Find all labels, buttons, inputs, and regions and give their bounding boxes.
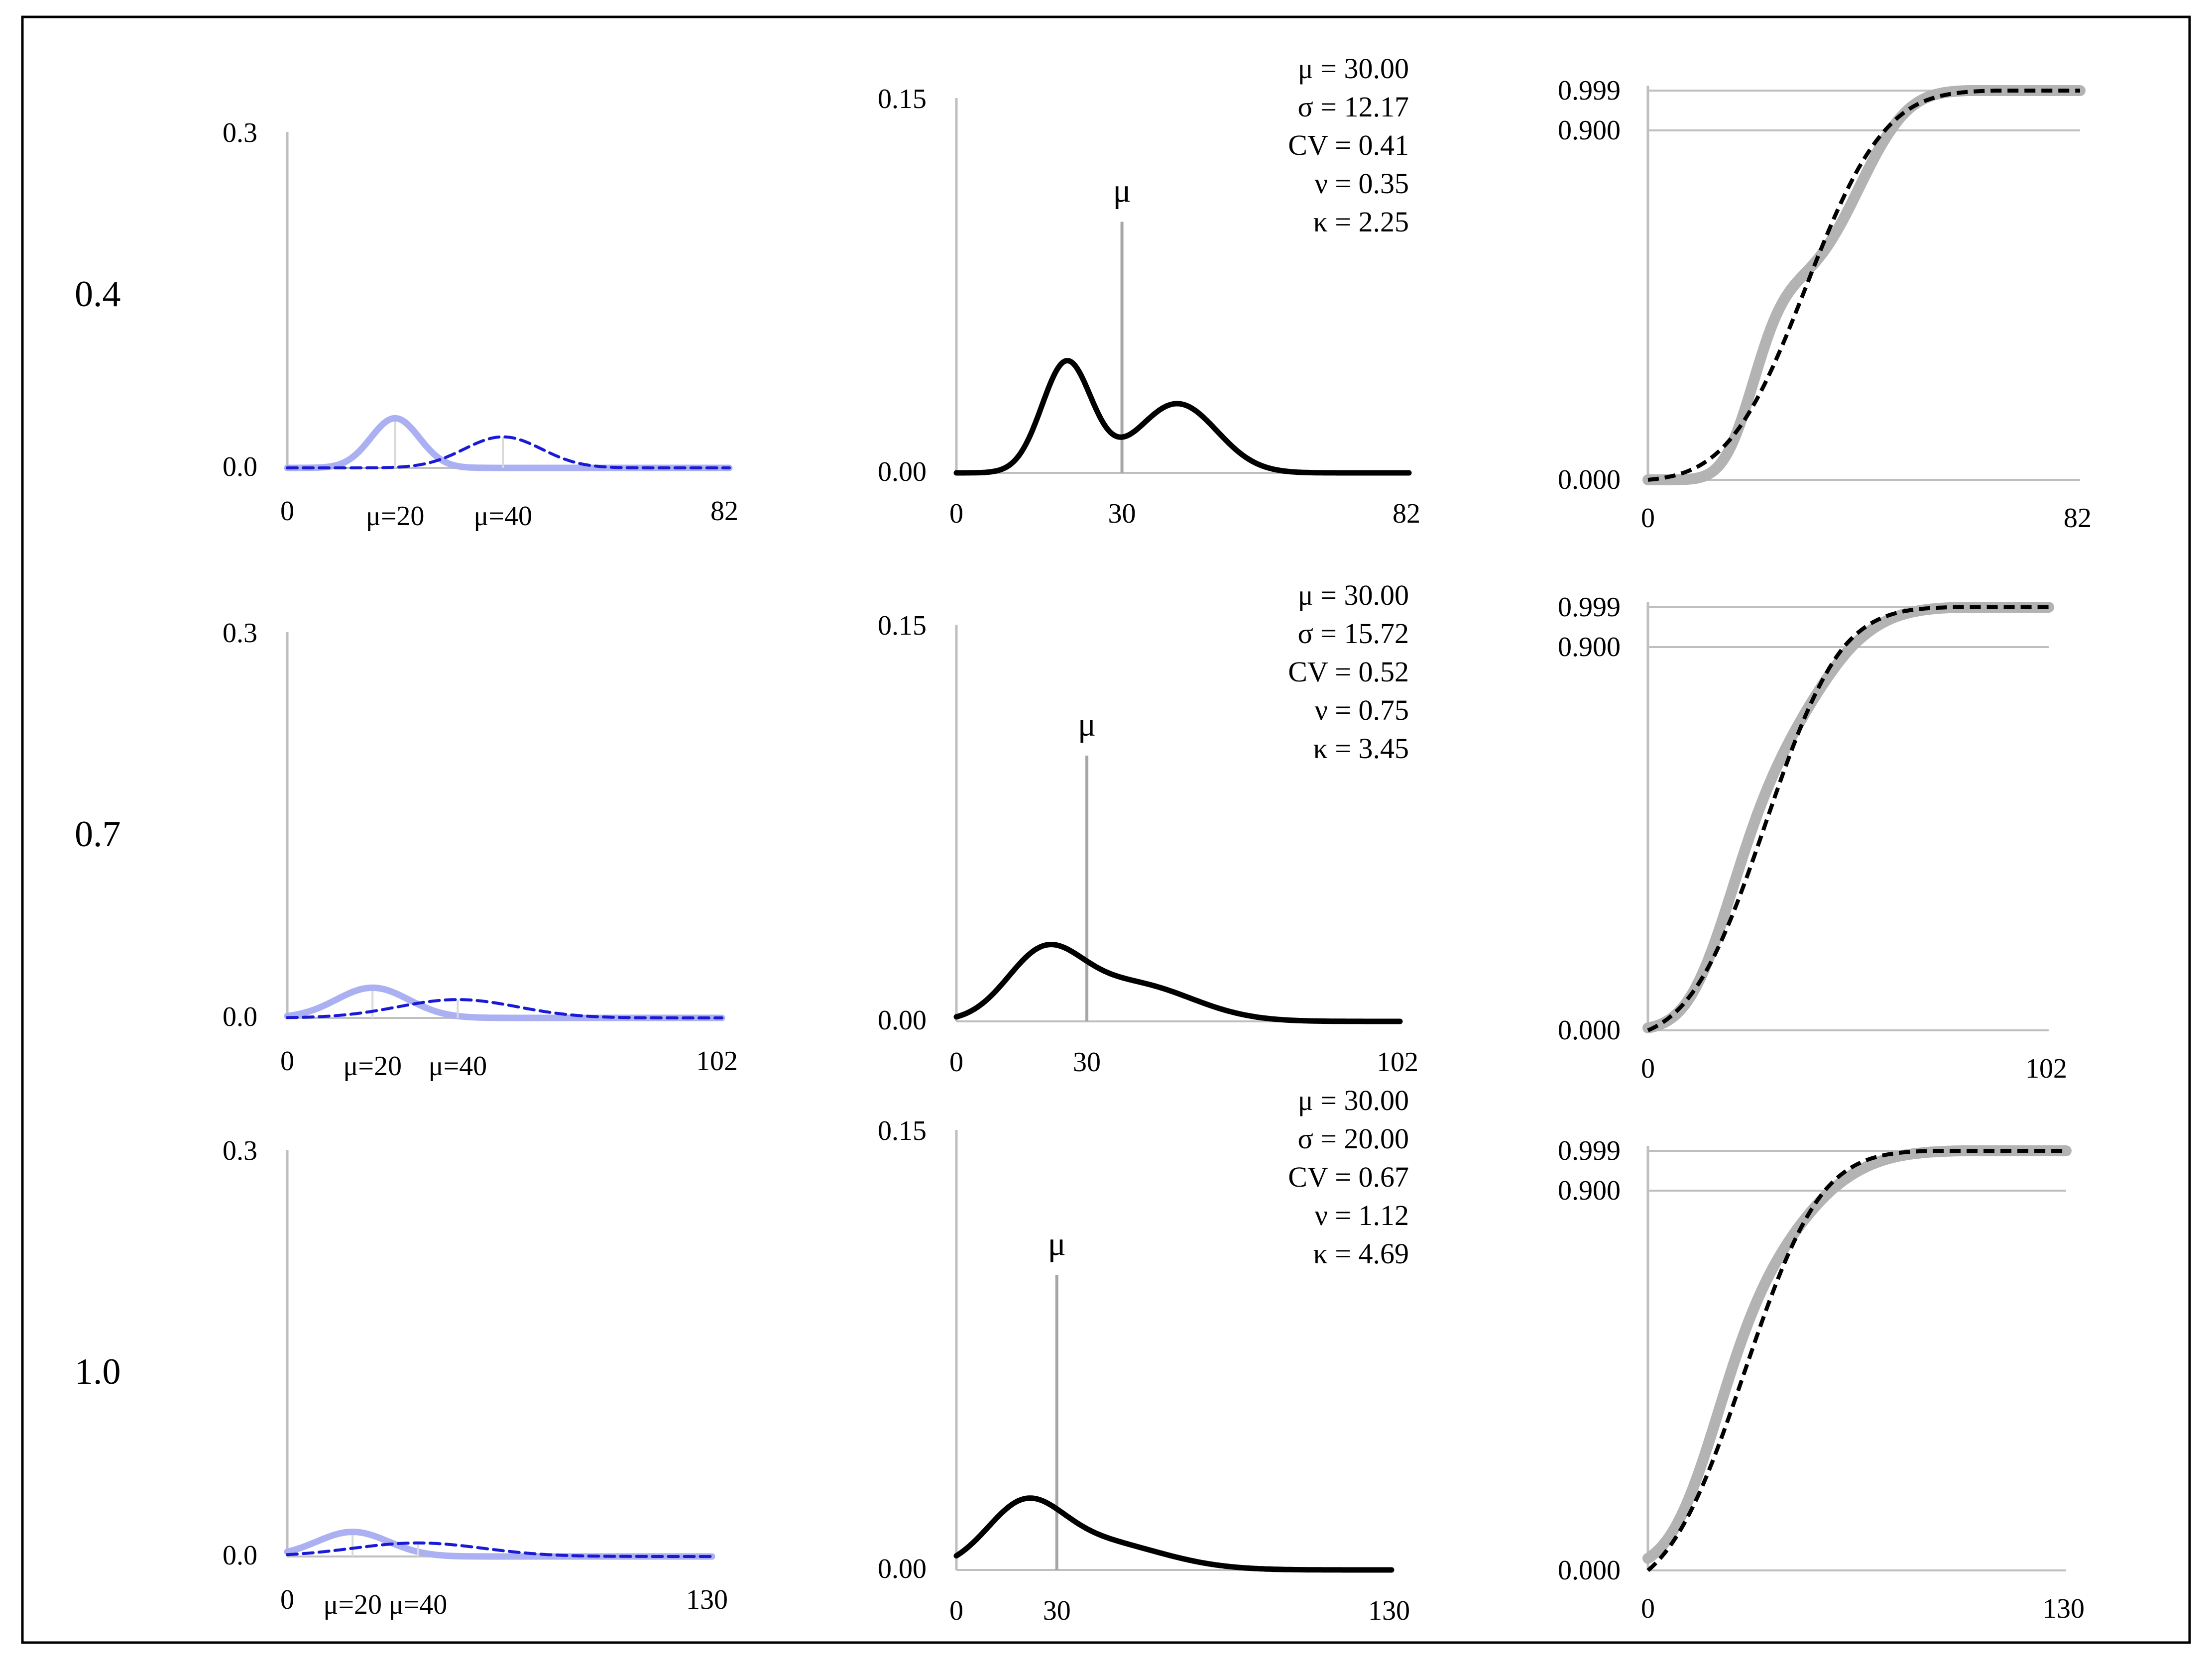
component-mean-label: μ=20 [366,501,425,532]
x-max-tick-label: 82 [710,496,738,527]
cdf-panel: 0.999 0.900 0.000 0 130 [1558,1135,2085,1624]
x-mean-tick-label: 30 [1108,498,1136,529]
stat-3: CV = 0.41 [1288,129,1409,161]
component-mean-label: μ=20 [323,1589,382,1620]
y-tick-label: 0.000 [1558,1015,1621,1046]
row-label: 1.0 [75,1351,121,1392]
y-tick-label: 0.000 [1558,1555,1621,1586]
component-mean-label: μ=40 [473,501,532,532]
x-mean-tick-label: 30 [1073,1047,1101,1078]
stat-3: CV = 0.52 [1288,656,1409,688]
x-min-tick-label: 0 [280,496,294,527]
stat-2: σ = 15.72 [1298,617,1409,650]
y-tick-label: 0.999 [1558,1135,1621,1166]
stat-5: κ = 2.25 [1313,206,1409,238]
y-tick-label: 0.000 [1558,464,1621,495]
stat-3: CV = 0.67 [1288,1161,1409,1193]
mixture-panel: 0.15 0.00 0 30 102 μ μ = 30.00 σ = 15.72 CV = 0.… [878,579,1418,1078]
x-max-tick-label: 102 [696,1046,738,1077]
y-min-tick-label: 0.00 [878,1005,927,1036]
cdf-panel: 0.999 0.900 0.000 0 82 [1558,75,2092,534]
components-panel: 0.3 0.0 0 102 μ=20 μ=40 [223,618,738,1082]
stat-1: μ = 30.00 [1298,52,1409,85]
cdf-dashed-curve [1646,1149,2067,1572]
stat-4: ν = 0.35 [1315,167,1409,200]
component-curve-light [284,984,725,1021]
stat-2: σ = 12.17 [1298,91,1409,123]
x-min-tick-label: 0 [280,1584,294,1615]
component-mean-label: μ=40 [429,1051,487,1082]
x-max-tick-label: 102 [2025,1053,2067,1084]
mixture-curve [953,1495,1395,1573]
y-min-tick-label: 0.00 [878,456,927,487]
x-min-tick-label: 0 [949,1047,963,1078]
mixture-curve [953,942,1403,1024]
y-tick-label: 0.900 [1558,632,1621,663]
cdf-gray-band [1642,1145,2072,1564]
y-tick-label: 0.900 [1558,115,1621,146]
y-min-tick-label: 0.00 [878,1553,927,1584]
stat-1: μ = 30.00 [1298,579,1409,611]
components-panel: 0.3 0.0 0 130 μ=20 μ=40 [223,1135,728,1620]
mean-marker-label: μ [1078,705,1096,743]
mixture-panel: 0.15 0.00 0 30 130 μ μ = 30.00 σ = 20.00 CV = 0.… [878,1084,1410,1626]
x-max-tick-label: 82 [2064,503,2092,534]
y-tick-label: 0.999 [1558,592,1621,623]
x-min-tick-label: 0 [949,1595,963,1626]
y-max-tick-label: 0.3 [223,618,257,649]
figure-frame [21,15,2191,1644]
x-max-tick-label: 130 [686,1584,728,1615]
component-mean-label: μ=20 [343,1051,402,1082]
y-max-tick-label: 0.15 [878,1115,927,1146]
component-curve-light [284,415,733,471]
y-max-tick-label: 0.3 [223,117,257,148]
stat-4: ν = 1.12 [1315,1199,1409,1231]
cdf-gray-band [1642,602,2054,1034]
row-label: 0.4 [75,274,121,315]
y-max-tick-label: 0.15 [878,84,927,114]
component-curve-dashed [286,435,731,469]
x-max-tick-label: 102 [1377,1047,1418,1078]
y-min-tick-label: 0.0 [223,1001,257,1032]
component-mean-label: μ=40 [389,1589,448,1620]
component-curve-dashed [286,998,723,1019]
stat-1: μ = 30.00 [1298,1084,1409,1116]
cdf-panel: 0.999 0.900 0.000 0 102 [1558,592,2067,1084]
x-min-tick-label: 0 [1641,503,1655,534]
x-max-tick-label: 82 [1393,498,1420,529]
x-min-tick-label: 0 [1641,1593,1655,1624]
mean-marker-label: μ [1113,171,1131,209]
y-tick-label: 0.999 [1558,75,1621,106]
x-mean-tick-label: 30 [1043,1595,1071,1626]
x-max-tick-label: 130 [1368,1595,1410,1626]
mixture-curve [953,358,1412,476]
y-max-tick-label: 0.3 [223,1135,257,1166]
y-max-tick-label: 0.15 [878,610,927,641]
stat-5: κ = 4.69 [1313,1237,1409,1270]
components-panel: 0.3 0.0 0 82 μ=20 μ=40 [223,117,738,532]
component-curve-dashed [286,1541,713,1558]
x-min-tick-label: 0 [949,498,963,529]
y-tick-label: 0.900 [1558,1175,1621,1206]
cdf-dashed-curve [1647,605,2050,1032]
row-label: 0.7 [75,814,121,855]
y-min-tick-label: 0.0 [223,1540,257,1571]
stat-2: σ = 20.00 [1298,1122,1409,1155]
x-min-tick-label: 0 [1641,1053,1655,1084]
stat-5: κ = 3.45 [1313,732,1409,765]
cdf-dashed-curve [1647,89,2081,482]
x-max-tick-label: 130 [2043,1593,2085,1624]
x-min-tick-label: 0 [280,1046,294,1077]
y-min-tick-label: 0.0 [223,451,257,482]
mean-marker-label: μ [1048,1225,1065,1263]
stat-4: ν = 0.75 [1315,694,1409,726]
mixture-panel: 0.15 0.00 0 30 82 μ μ = 30.00 σ = 12.17 CV = 0.4… [878,52,1420,529]
